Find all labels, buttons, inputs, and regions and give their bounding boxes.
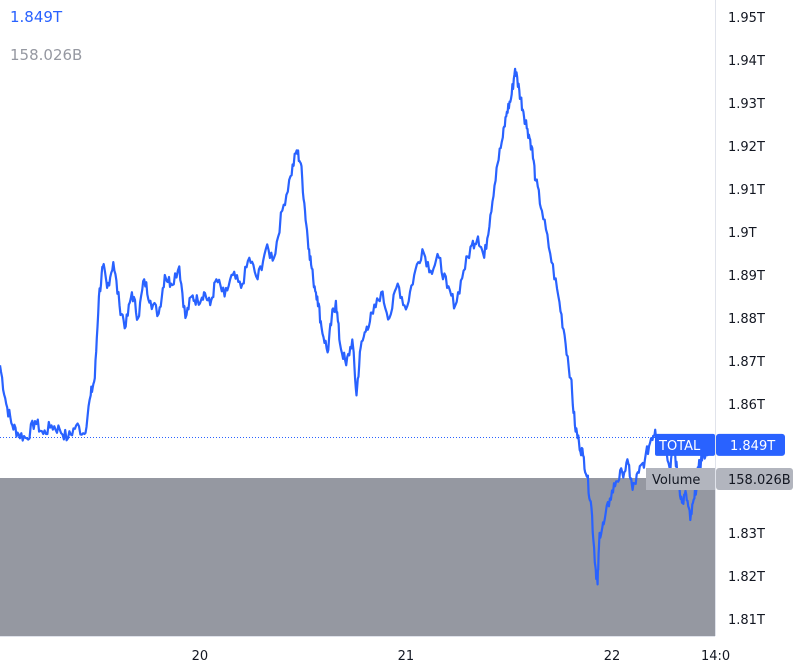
volume-value-label: 158.026B [728, 473, 791, 488]
y-tick-label: 1.83T [728, 527, 765, 542]
y-tick-label: 1.88T [728, 312, 765, 327]
y-tick-label: 1.87T [728, 355, 765, 370]
total-value-tag [716, 433, 785, 456]
y-tick-label: 1.95T [728, 11, 765, 26]
volume-name-tag [646, 468, 715, 490]
series-line-total [0, 67, 712, 586]
y-tick-label: 1.94T [728, 54, 765, 69]
volume-area [0, 478, 716, 636]
y-tick-label: 1.92T [728, 140, 765, 155]
y-tick-label: 1.91T [728, 183, 765, 198]
volume-value-tag [716, 468, 793, 490]
y-tick-label: 1.9T [728, 226, 757, 241]
y-tick-label: 1.81T [728, 613, 765, 628]
y-tick-label: 1.89T [728, 269, 765, 284]
x-tick-label: 22 [604, 649, 621, 660]
header-volume-value: 158.026B [10, 46, 83, 64]
x-tick-label: 20 [192, 649, 209, 660]
y-tick-label: 1.86T [728, 398, 765, 413]
volume-area-layer [0, 478, 716, 636]
y-tick-label: 1.82T [728, 570, 765, 585]
series-layer [0, 67, 712, 586]
x-tick-label: 21 [398, 649, 415, 660]
total-name-label: TOTAL [658, 439, 701, 454]
header-total-value: 1.849T [10, 8, 63, 26]
time-axis[interactable]: 20 21 22 14:0 [192, 649, 731, 660]
volume-name-label: Volume [652, 473, 700, 488]
x-tick-label: 14:0 [701, 649, 730, 660]
total-name-tag [655, 433, 715, 456]
y-tick-label: 1.93T [728, 97, 765, 112]
last-value-labels: TOTAL 1.849T Volume 158.026B [646, 433, 793, 490]
total-value-label: 1.849T [730, 439, 775, 454]
price-axis[interactable]: 1.95T 1.94T 1.93T 1.92T 1.91T 1.9T 1.89T 1.88T 1… [728, 11, 765, 628]
